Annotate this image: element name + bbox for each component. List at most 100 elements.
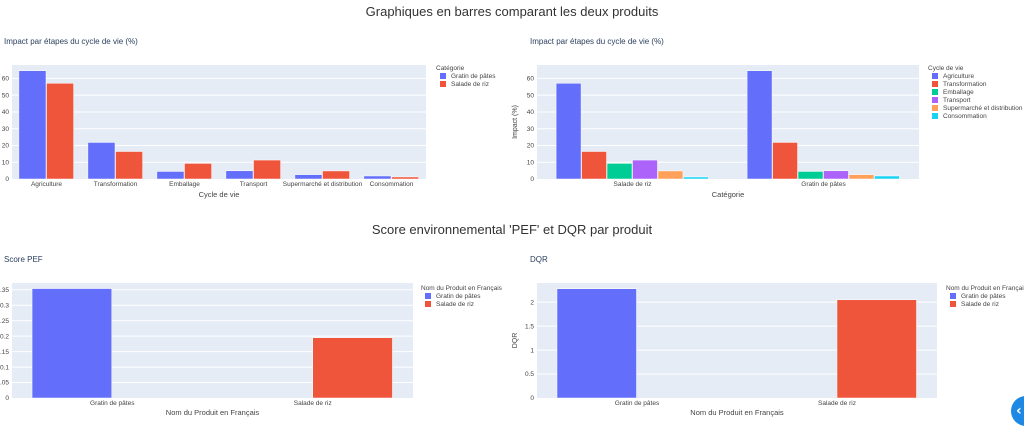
bar[interactable]: [115, 151, 143, 180]
legend-swatch: [932, 81, 938, 87]
bar[interactable]: [363, 175, 392, 180]
bar[interactable]: [225, 170, 254, 180]
bar[interactable]: [253, 159, 281, 180]
y-tick-label: 0.05: [0, 380, 9, 387]
chart-title: DQR: [530, 255, 548, 264]
x-axis-title: Cycle de vie: [199, 190, 240, 199]
section-title-bar-charts: Graphiques en barres comparant les deux …: [365, 4, 659, 19]
chart-pef-score: Score PEF 0 0.05 0.1 0.15 0.2 0.25 0.3 0.35 Grati…: [0, 255, 503, 417]
bar[interactable]: [836, 299, 917, 399]
bar[interactable]: [556, 288, 637, 399]
bar[interactable]: [184, 163, 212, 180]
legend-swatch: [932, 89, 938, 95]
y-tick-label: 1.5: [525, 323, 534, 330]
legend-item[interactable]: Consommation: [932, 113, 987, 120]
legend-label: Transport: [943, 97, 971, 104]
y-tick-label: 40: [2, 109, 10, 116]
chart-lifecycle-by-product: Impact par étapes du cycle de vie (%) 0 10…: [512, 37, 1023, 199]
legend-item[interactable]: Transformation: [932, 81, 987, 88]
y-tick-label: 20: [2, 143, 10, 150]
legend-swatch: [932, 105, 938, 111]
bar[interactable]: [294, 174, 323, 180]
y-tick-label: 20: [527, 143, 535, 150]
plot-area: [12, 65, 426, 179]
chart-title: Score PEF: [4, 255, 43, 264]
legend-swatch: [932, 73, 938, 79]
bar[interactable]: [18, 70, 47, 180]
bar[interactable]: [683, 176, 709, 180]
legend-swatch: [950, 301, 956, 307]
bar[interactable]: [46, 83, 74, 180]
chart-title: Impact par étapes du cycle de vie (%): [4, 37, 138, 46]
bar[interactable]: [874, 175, 900, 180]
x-tick-label: Salade de riz: [614, 181, 652, 188]
x-tick-label: Gratin de pâtes: [615, 400, 660, 407]
bar[interactable]: [797, 171, 824, 180]
legend-item[interactable]: Gratin de pâtes: [950, 293, 1006, 300]
y-tick-label: 30: [2, 126, 10, 133]
x-axis-title: Nom du Produit en Français: [690, 408, 784, 417]
bar[interactable]: [322, 170, 350, 180]
legend-label: Salade de riz: [961, 301, 999, 308]
chart-lifecycle-by-stage: Impact par étapes du cycle de vie (%) 0 10…: [2, 37, 496, 199]
legend-item[interactable]: Salade de riz: [440, 81, 489, 88]
y-axis-title: DQR: [512, 333, 519, 349]
y-tick-label: 10: [527, 159, 535, 166]
bar[interactable]: [632, 159, 658, 180]
y-tick-label: 0: [530, 395, 534, 402]
legend-item[interactable]: Salade de riz: [950, 301, 999, 308]
y-tick-label: 2: [530, 299, 534, 306]
y-tick-label: 0: [530, 176, 534, 183]
y-tick-label: 0.15: [0, 349, 9, 356]
y-tick-label: 10: [2, 159, 10, 166]
bar[interactable]: [391, 176, 419, 180]
legend-swatch: [932, 97, 938, 103]
bar[interactable]: [657, 170, 684, 180]
legend-title: Nom du Produit en Français: [421, 285, 503, 292]
bar[interactable]: [848, 174, 875, 180]
legend-item[interactable]: Gratin de pâtes: [425, 293, 481, 300]
chart-title: Impact par étapes du cycle de vie (%): [530, 37, 664, 46]
y-tick-label: 0.1: [0, 364, 9, 371]
legend-item[interactable]: Emballage: [932, 89, 974, 96]
y-tick-label: 50: [527, 92, 535, 99]
y-tick-label: 0: [5, 395, 9, 402]
legend-item[interactable]: Salade de riz: [425, 301, 474, 308]
y-tick-label: 50: [2, 92, 10, 99]
legend-item[interactable]: Gratin de pâtes: [440, 73, 496, 80]
legend-swatch: [425, 293, 431, 299]
bar[interactable]: [823, 170, 849, 180]
x-axis-title: Catégorie: [712, 190, 745, 199]
y-tick-label: 0.2: [0, 333, 9, 340]
y-tick-label: 30: [527, 126, 535, 133]
legend-swatch: [440, 81, 446, 87]
legend-label: Consommation: [943, 113, 987, 120]
y-tick-label: 60: [2, 76, 10, 83]
x-tick-label: Salade de riz: [294, 400, 332, 407]
x-tick-label: Emballage: [169, 181, 200, 188]
legend-title: Nom du Produit en Français: [946, 285, 1024, 292]
bar[interactable]: [772, 142, 798, 180]
x-tick-label: Gratin de pâtes: [90, 400, 135, 407]
bar[interactable]: [31, 288, 112, 399]
x-tick-label: Consommation: [370, 181, 414, 188]
bar[interactable]: [555, 83, 582, 180]
legend-title: Catégorie: [436, 65, 465, 72]
bar[interactable]: [746, 70, 773, 180]
section-title-scores: Score environnemental 'PEF' et DQR par p…: [371, 222, 653, 237]
bar[interactable]: [312, 337, 393, 399]
bar[interactable]: [581, 151, 607, 180]
legend-item[interactable]: Agriculture: [932, 73, 974, 80]
bar[interactable]: [606, 163, 633, 180]
legend-item[interactable]: Supermarché et distribution: [932, 105, 1023, 112]
legend-item[interactable]: Transport: [932, 97, 971, 104]
legend-swatch: [932, 113, 938, 119]
legend-title: Cycle de vie: [928, 65, 964, 72]
bar[interactable]: [156, 171, 185, 180]
x-tick-label: Transformation: [94, 181, 138, 188]
bar[interactable]: [87, 142, 116, 180]
x-axis-title: Nom du Produit en Français: [166, 408, 260, 417]
legend-label: Gratin de pâtes: [436, 293, 481, 300]
y-tick-label: 0: [5, 176, 9, 183]
